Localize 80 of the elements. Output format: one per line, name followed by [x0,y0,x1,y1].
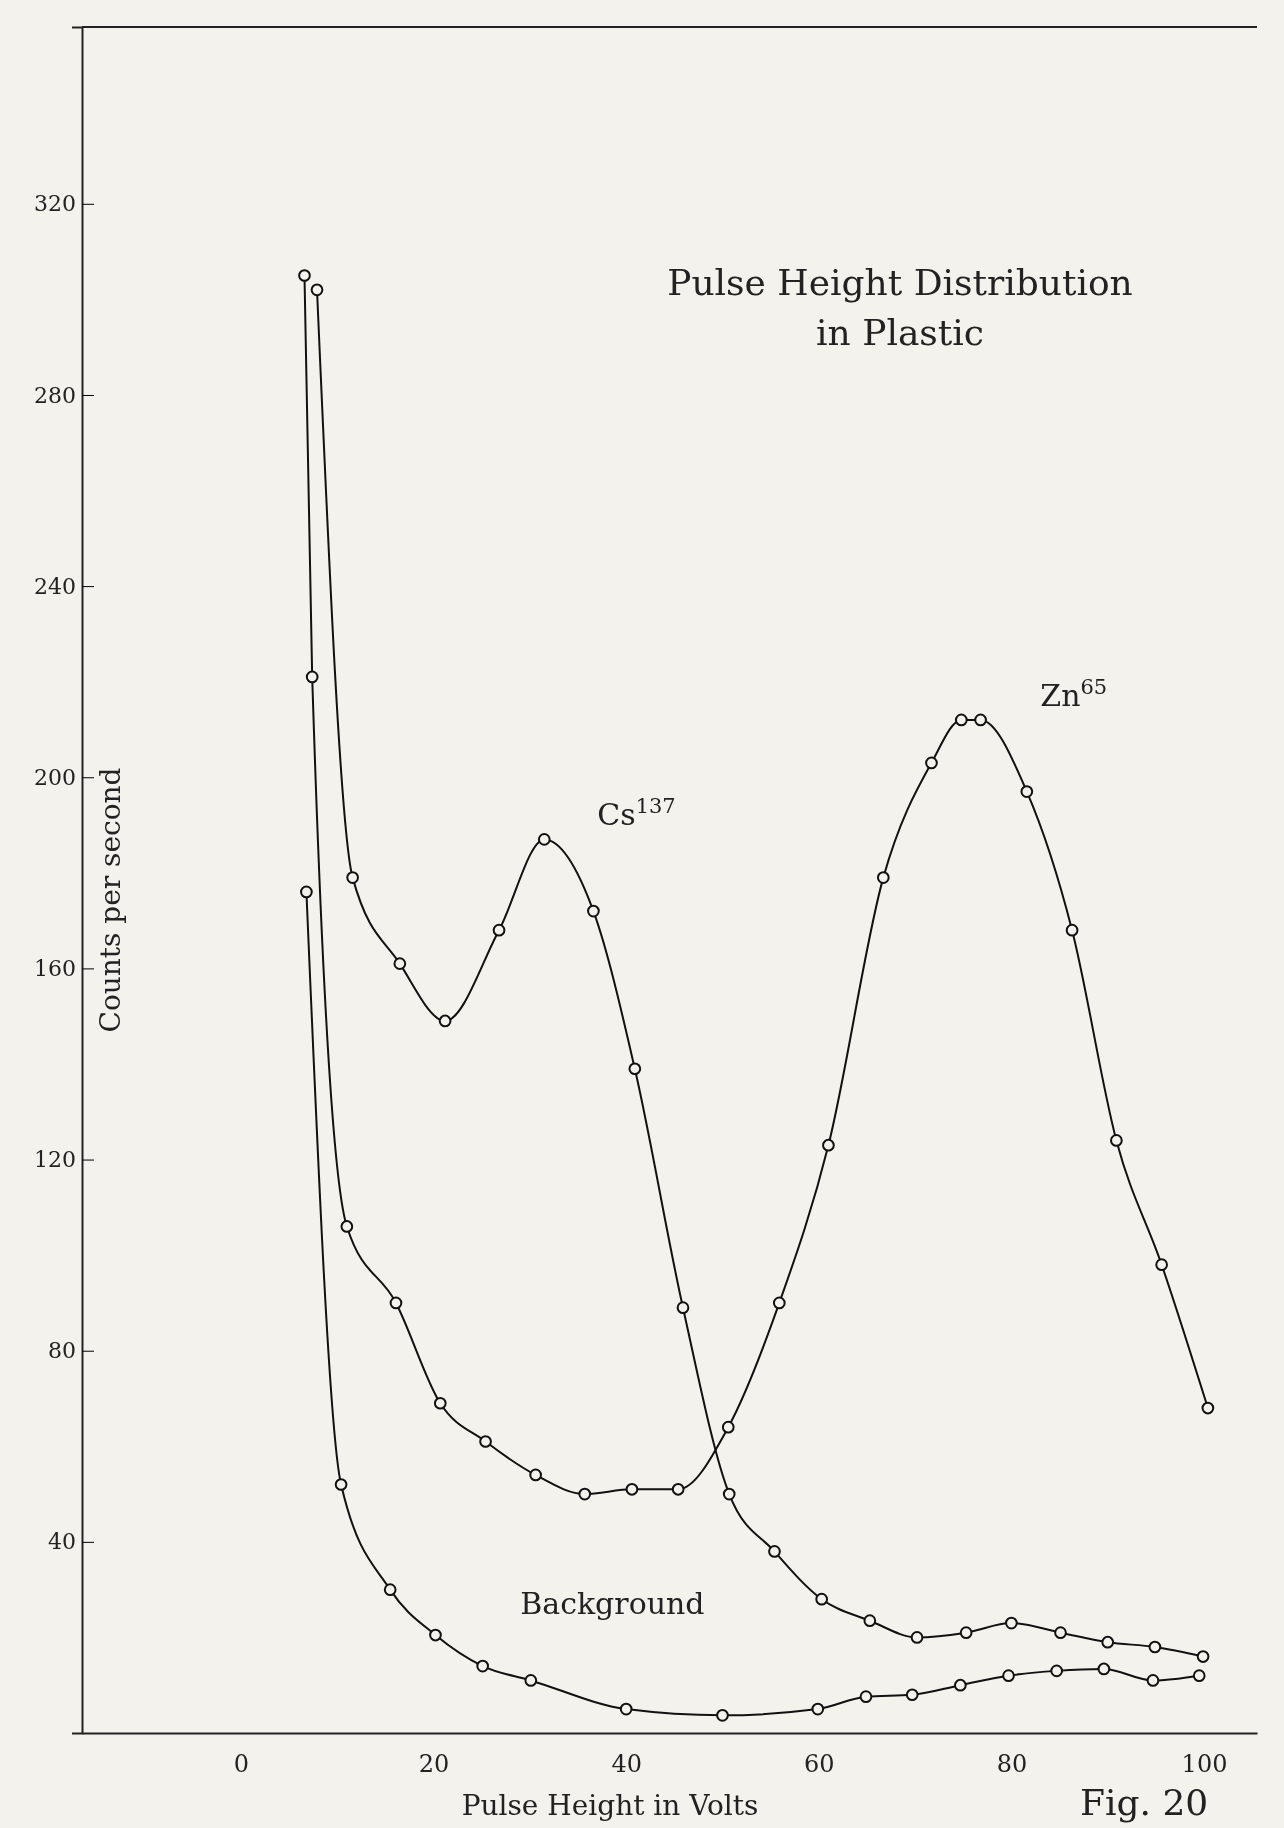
y-tick-label: 80 [48,1338,76,1364]
point [578,1487,592,1501]
point [863,1614,877,1628]
point [1065,923,1079,937]
point [298,269,311,282]
point [811,1702,825,1716]
point [492,923,506,937]
point [1054,1626,1067,1639]
point [676,1301,690,1315]
point [905,1688,919,1702]
point [340,1220,354,1233]
y-tick-label: 280 [34,382,76,408]
point [476,1659,490,1673]
point [910,1631,924,1644]
y-tick-label: 240 [34,573,76,599]
point [722,1487,736,1501]
x-tick-label: 40 [611,1750,642,1779]
x-tick-label: 100 [1181,1750,1228,1779]
point [524,1674,538,1687]
point [628,1062,642,1076]
annotation: Background [520,1585,705,1621]
x-tick-label: 60 [804,1750,835,1779]
point [1192,1669,1206,1682]
point [716,1708,729,1722]
point [768,1545,781,1558]
point [1005,1616,1018,1630]
point [1020,785,1034,798]
y-axis-title: Counts per second [94,767,127,1033]
annotation: Cs$^{137}$ [597,794,676,833]
point [772,1296,786,1310]
point [721,1420,735,1434]
point [346,871,359,884]
y-tick-label: 120 [34,1147,76,1173]
point [625,1482,639,1496]
point [1110,1134,1123,1147]
point [438,1014,452,1028]
point [389,1296,403,1310]
y-tick-label: 40 [48,1529,76,1555]
point [876,871,890,884]
point [537,833,551,846]
point [383,1583,397,1596]
point [587,904,600,918]
point [859,1690,873,1704]
point [1196,1650,1210,1663]
point [429,1628,442,1642]
point [925,756,938,770]
caption: Fig. 20 [1080,1782,1209,1823]
text: Pulse Height Distribution in Plastic [667,262,1133,353]
point [1101,1635,1115,1649]
point [954,713,968,727]
point [479,1435,492,1448]
point [1148,1640,1162,1654]
point [393,957,407,970]
point [1097,1662,1111,1676]
y-tick-label: 160 [34,955,76,981]
y-tick-label: 200 [34,764,76,790]
x-tick-label: 80 [996,1750,1028,1779]
point [1002,1669,1015,1682]
point [334,1478,348,1491]
point [1201,1401,1215,1415]
annotation: Zn$^{65}$ [1040,674,1108,713]
point [671,1482,685,1496]
point [822,1138,835,1152]
point [954,1678,967,1692]
point [1146,1674,1160,1687]
point [433,1396,447,1410]
point [815,1592,829,1606]
point [959,1626,973,1639]
y-tick-label: 320 [34,191,76,217]
x-axis-title: Pulse Height in Volts [461,1789,759,1822]
point [529,1468,542,1482]
point [310,283,324,297]
point [305,670,319,684]
x-tick-label: 20 [418,1750,450,1779]
x-tick-label: 0 [233,1750,250,1779]
point [619,1702,633,1716]
point [300,885,313,899]
point [974,713,987,727]
point [1050,1664,1064,1678]
point [1155,1258,1168,1272]
